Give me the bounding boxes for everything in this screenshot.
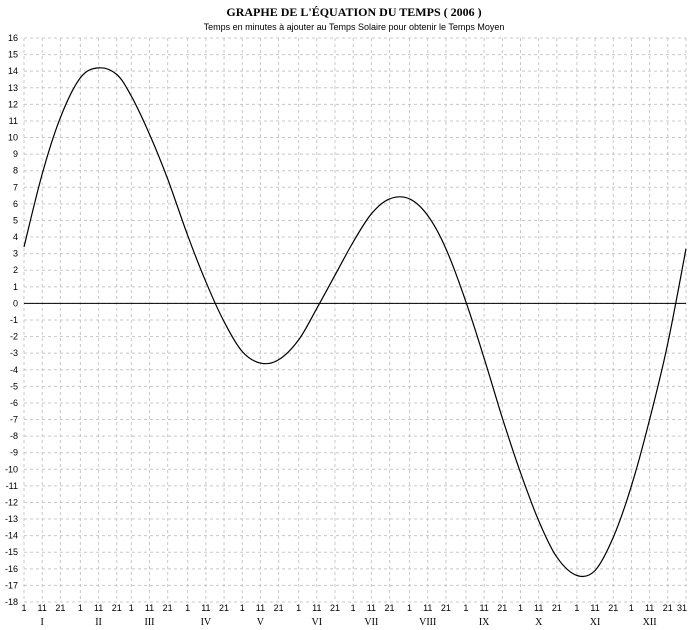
y-tick-label: 7 (13, 182, 18, 192)
x-tick-label: 21 (497, 603, 507, 613)
x-tick-label: 1 (185, 603, 190, 613)
month-label: VIII (419, 617, 436, 628)
x-tick-label: 21 (663, 603, 673, 613)
month-label: X (535, 617, 543, 628)
y-tick-label: -16 (5, 564, 18, 574)
month-label: II (95, 617, 102, 628)
x-tick-label: 1 (629, 603, 634, 613)
x-tick-label: 21 (163, 603, 173, 613)
x-tick-label: 11 (38, 603, 47, 613)
x-tick-label: 11 (145, 603, 154, 613)
month-label: IV (201, 617, 212, 628)
x-tick-label: 1 (351, 603, 356, 613)
x-tick-label: 11 (479, 603, 488, 613)
month-label: XI (590, 617, 601, 628)
month-label: XII (643, 617, 657, 628)
y-tick-label: -1 (10, 315, 18, 325)
x-tick-label: 1 (21, 603, 26, 613)
x-tick-label: 21 (219, 603, 229, 613)
chart-subtitle: Temps en minutes à ajouter au Temps Sola… (204, 22, 505, 32)
y-tick-label: 13 (8, 83, 18, 93)
y-tick-label: -3 (10, 348, 18, 358)
month-label: I (41, 617, 44, 628)
x-tick-label: 21 (441, 603, 451, 613)
y-tick-label: -6 (10, 398, 18, 408)
x-tick-labels: 1 11 21 1 11 21 1 11 21 1 11 21 1 11 21 1 11 21 1 11 21 1 11 21… (21, 603, 687, 613)
y-tick-label: -9 (10, 448, 18, 458)
month-label: V (257, 617, 265, 628)
month-label: VII (364, 617, 378, 628)
y-tick-label: -5 (10, 381, 18, 391)
month-label: IX (479, 617, 490, 628)
x-tick-label: 11 (94, 603, 103, 613)
y-tick-label: 8 (13, 166, 18, 176)
x-tick-label: 11 (256, 603, 265, 613)
y-tick-label: 0 (13, 298, 18, 308)
y-tick-label: -4 (10, 365, 18, 375)
x-tick-label: 11 (312, 603, 321, 613)
y-tick-label: 12 (8, 99, 18, 109)
x-tick-label: 1 (129, 603, 134, 613)
y-tick-label: -17 (5, 580, 18, 590)
month-labels: I II III IV V VI VII VIII IX X XI XII (41, 617, 657, 628)
y-tick-label: -13 (5, 514, 18, 524)
x-tick-label: 11 (645, 603, 654, 613)
y-tick-label: 5 (13, 215, 18, 225)
y-tick-label: -14 (5, 531, 18, 541)
y-tick-label: 6 (13, 199, 18, 209)
x-tick-label: 31 (677, 603, 687, 613)
y-tick-label: -11 (6, 481, 18, 491)
y-tick-label: -10 (5, 464, 18, 474)
x-tick-label: 21 (552, 603, 562, 613)
month-label: III (144, 617, 154, 628)
y-tick-label: 3 (13, 249, 18, 259)
x-tick-label: 11 (423, 603, 432, 613)
x-tick-label: 1 (240, 603, 245, 613)
x-tick-label: 21 (274, 603, 284, 613)
x-tick-label: 21 (608, 603, 618, 613)
x-tick-label: 11 (590, 603, 599, 613)
x-tick-label: 1 (463, 603, 468, 613)
y-tick-label: -12 (5, 497, 18, 507)
y-tick-label: -18 (5, 597, 18, 607)
y-tick-label: 2 (13, 265, 18, 275)
month-label: VI (312, 617, 323, 628)
y-tick-label: -15 (5, 547, 18, 557)
x-tick-label: 11 (534, 603, 543, 613)
y-tick-label: 15 (8, 50, 18, 60)
x-tick-label: 1 (518, 603, 523, 613)
y-tick-label: 4 (13, 232, 18, 242)
x-tick-label: 21 (385, 603, 395, 613)
y-tick-label: 16 (8, 33, 18, 43)
chart-title: GRAPHE DE L'ÉQUATION DU TEMPS ( 2006 ) (226, 5, 481, 19)
x-tick-label: 1 (574, 603, 579, 613)
y-tick-label: 10 (8, 133, 18, 143)
y-tick-label: -7 (10, 415, 18, 425)
y-tick-labels: 161514131211109876543210-1-2-3-4-5-6-7-8… (5, 33, 18, 607)
y-tick-label: 1 (13, 282, 18, 292)
y-tick-label: 14 (8, 66, 18, 76)
x-tick-label: 11 (367, 603, 376, 613)
y-tick-label: -8 (10, 431, 18, 441)
x-tick-label: 1 (296, 603, 301, 613)
x-tick-label: 21 (55, 603, 65, 613)
y-tick-label: 9 (13, 149, 18, 159)
x-tick-label: 1 (407, 603, 412, 613)
y-tick-label: -2 (10, 332, 18, 342)
x-tick-label: 21 (112, 603, 122, 613)
x-tick-label: 21 (330, 603, 340, 613)
y-tick-label: 11 (9, 116, 18, 126)
x-tick-label: 1 (78, 603, 83, 613)
equation-of-time-line (23, 67, 687, 578)
x-tick-label: 11 (201, 603, 210, 613)
grid (23, 37, 687, 603)
series-group (23, 67, 687, 578)
